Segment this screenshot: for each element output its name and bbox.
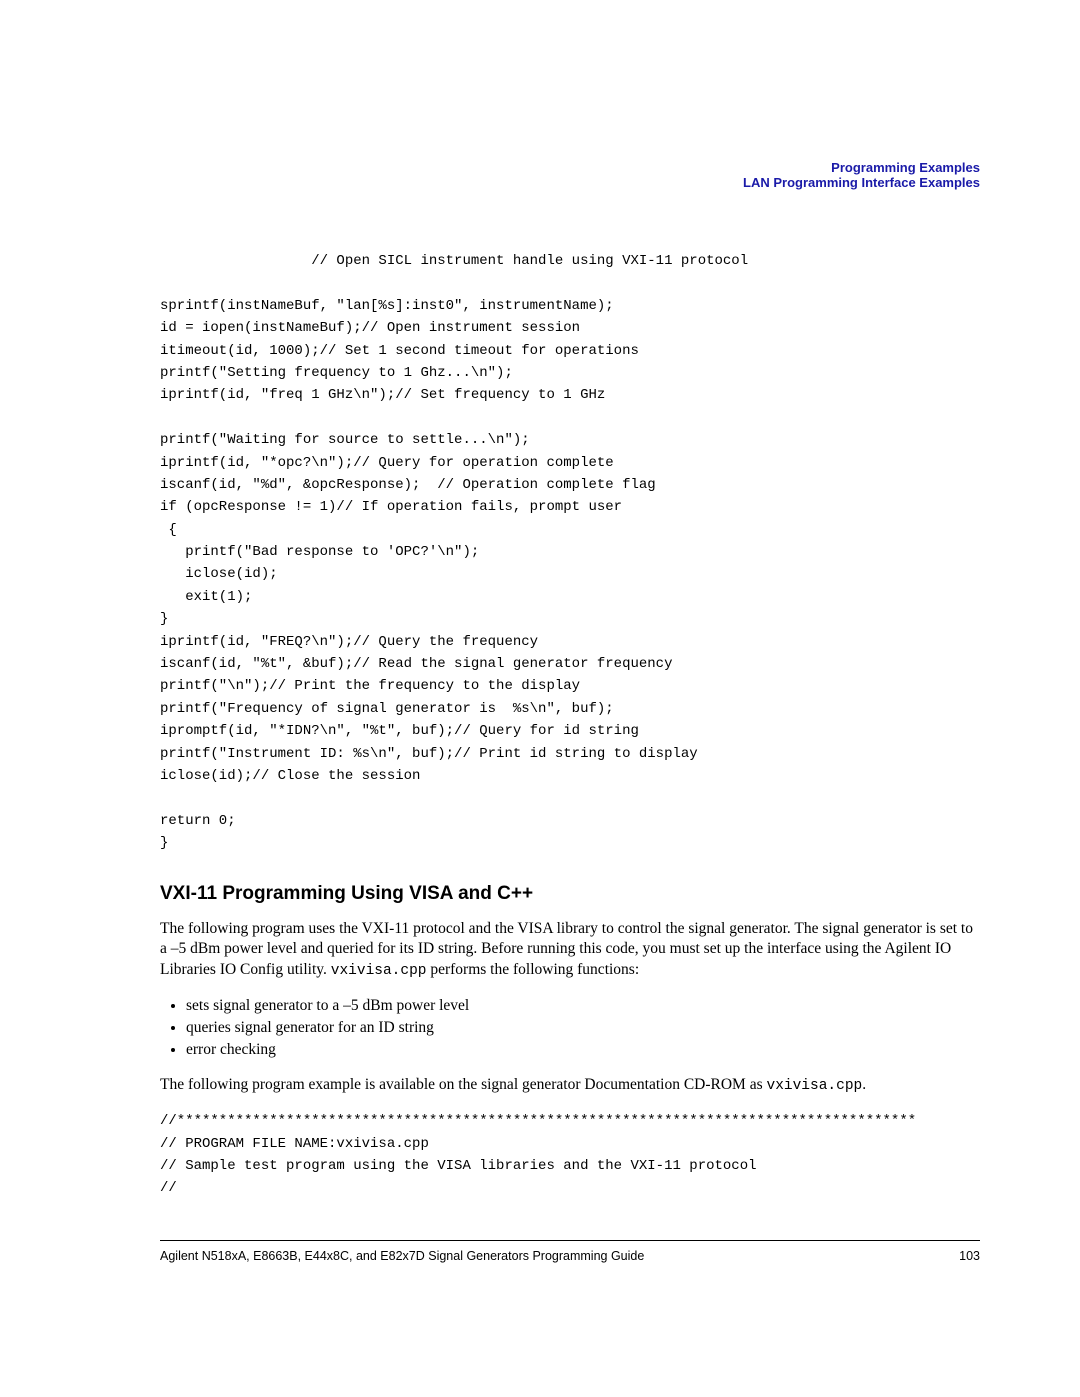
paragraph-1: The following program uses the VXI-11 pr…	[160, 919, 980, 982]
page-container: Programming Examples LAN Programming Int…	[0, 0, 1080, 1323]
para1-filename: vxivisa.cpp	[331, 963, 427, 979]
bullet-list: sets signal generator to a –5 dBm power …	[160, 996, 980, 1061]
bullet-item: error checking	[186, 1040, 980, 1061]
code-listing-2: //**************************************…	[160, 1110, 980, 1200]
footer-page-number: 103	[959, 1249, 980, 1263]
paragraph-2: The following program example is availab…	[160, 1075, 980, 1097]
bullet-item: sets signal generator to a –5 dBm power …	[186, 996, 980, 1017]
section-heading: VXI-11 Programming Using VISA and C++	[160, 883, 980, 905]
code-listing-1: // Open SICL instrument handle using VXI…	[160, 250, 980, 855]
header-line2: LAN Programming Interface Examples	[160, 175, 980, 190]
footer-rule	[160, 1240, 980, 1241]
para1-text-b: performs the following functions:	[426, 961, 639, 978]
bullet-item: queries signal generator for an ID strin…	[186, 1018, 980, 1039]
footer-left: Agilent N518xA, E8663B, E44x8C, and E82x…	[160, 1249, 644, 1263]
para2-text-b: .	[862, 1076, 866, 1093]
page-footer: Agilent N518xA, E8663B, E44x8C, and E82x…	[160, 1249, 980, 1263]
header-line1: Programming Examples	[160, 160, 980, 175]
para2-filename: vxivisa.cpp	[767, 1078, 863, 1094]
para2-text-a: The following program example is availab…	[160, 1076, 767, 1093]
page-header: Programming Examples LAN Programming Int…	[160, 160, 980, 190]
